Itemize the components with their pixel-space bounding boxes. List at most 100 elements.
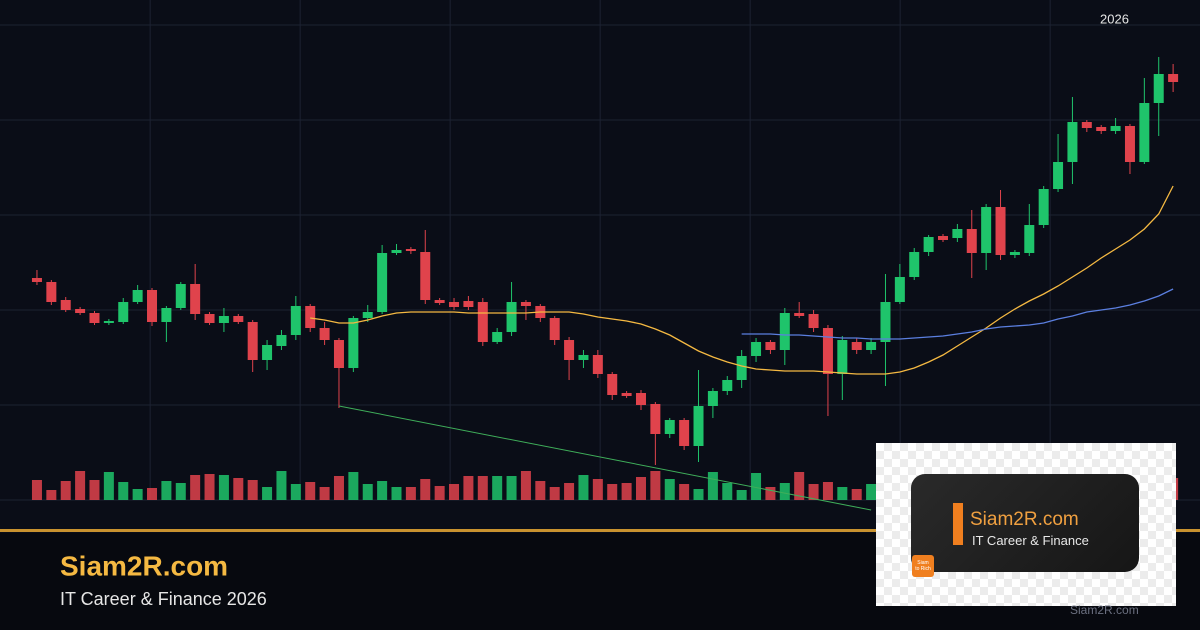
candle-body	[175, 284, 186, 308]
volume-bar	[175, 483, 186, 500]
logo-text: to Rich	[915, 566, 931, 572]
volume-bar	[866, 484, 877, 500]
candle-body	[247, 322, 258, 360]
candle-body	[607, 374, 618, 395]
candle-body	[765, 342, 776, 350]
candle-body	[218, 316, 229, 323]
year-label: 2026	[1100, 11, 1129, 26]
volume-bar	[650, 471, 661, 500]
candle-body	[707, 391, 718, 406]
moving-average	[310, 185, 1174, 375]
volume-bar	[679, 484, 690, 500]
volume-bar	[391, 487, 402, 500]
candle-body	[75, 309, 86, 313]
volume-bar	[262, 487, 273, 500]
candle-body	[520, 302, 531, 306]
candle-body	[1139, 103, 1150, 162]
candle-body	[233, 316, 244, 322]
candle-body	[103, 321, 114, 323]
volume-bar	[319, 487, 330, 500]
candle-body	[1168, 74, 1179, 82]
volume-bar	[564, 483, 575, 500]
candle-body	[938, 236, 949, 240]
candle-body	[60, 300, 71, 310]
volume-bar	[751, 473, 762, 500]
volume-bar	[190, 475, 201, 500]
candle-body	[751, 342, 762, 356]
volume-bar	[75, 471, 86, 500]
candle-body	[549, 318, 560, 340]
volume-bar	[377, 481, 388, 500]
candle-body	[837, 340, 848, 374]
candle-body	[434, 300, 445, 303]
candle-body	[995, 207, 1006, 255]
volume-bar	[851, 489, 862, 500]
candle-body	[851, 342, 862, 350]
volume-bar	[822, 482, 833, 500]
candle-body	[492, 332, 503, 342]
candle-body	[118, 302, 129, 322]
candle-body	[779, 313, 790, 350]
candle-body	[348, 318, 359, 368]
volume-bar	[147, 488, 158, 500]
candle-body	[952, 229, 963, 238]
volume-bar	[765, 487, 776, 500]
volume-bar	[664, 479, 675, 500]
candle-body	[305, 306, 316, 328]
volume-bar	[621, 483, 632, 500]
volume-bar	[463, 476, 474, 500]
volume-bar	[635, 477, 646, 500]
candle-body	[981, 207, 992, 253]
candle-body	[866, 342, 877, 350]
candle-body	[1067, 122, 1078, 162]
volume-bar	[492, 476, 503, 500]
volume-bar	[290, 484, 301, 500]
volume-bar	[405, 487, 416, 500]
candle-body	[1081, 122, 1092, 128]
volume-bar	[276, 471, 287, 500]
candle-body	[621, 393, 632, 396]
brand-title: Siam2R.com	[60, 550, 228, 581]
volume-bar	[535, 481, 546, 500]
watermark: Siam2R.com	[1070, 603, 1139, 617]
candle-body	[290, 306, 301, 335]
candle-body	[794, 313, 805, 316]
candle-body	[592, 355, 603, 374]
candle-body	[1009, 252, 1020, 255]
volume-bar	[233, 478, 244, 500]
volume-bar	[549, 487, 560, 500]
volume-bar	[736, 490, 747, 500]
volume-bar	[722, 483, 733, 500]
candle-body	[276, 335, 287, 346]
candle-body	[880, 302, 891, 342]
card: Siam2R.com IT Career & Finance	[911, 474, 1139, 572]
volume-bar	[449, 484, 460, 500]
volume-bar	[362, 484, 373, 500]
candle-body	[506, 302, 517, 332]
candle-body	[319, 328, 330, 340]
volume-bar	[89, 480, 100, 500]
logo: Siam to Rich	[912, 555, 934, 577]
volume-bar	[218, 475, 229, 500]
candle-body	[635, 393, 646, 405]
candle-body	[449, 302, 460, 307]
candle-body	[1096, 127, 1107, 131]
candle-body	[477, 302, 488, 342]
volume-bar	[132, 489, 143, 500]
candle-body	[362, 312, 373, 318]
candle-body	[405, 249, 416, 251]
volume-bar	[31, 480, 42, 500]
candle-body	[161, 308, 172, 322]
volume-bar	[506, 476, 517, 500]
volume-bar	[434, 486, 445, 500]
candle-body	[377, 253, 388, 312]
volume-bar	[305, 482, 316, 500]
candle-body	[693, 406, 704, 446]
volume-bar	[247, 480, 258, 500]
card-title: Siam2R.com	[970, 509, 1079, 530]
candle-body	[822, 328, 833, 374]
moving-average	[741, 288, 1174, 340]
trendline	[338, 405, 872, 511]
divider	[0, 529, 1200, 532]
card-bar	[953, 503, 963, 545]
